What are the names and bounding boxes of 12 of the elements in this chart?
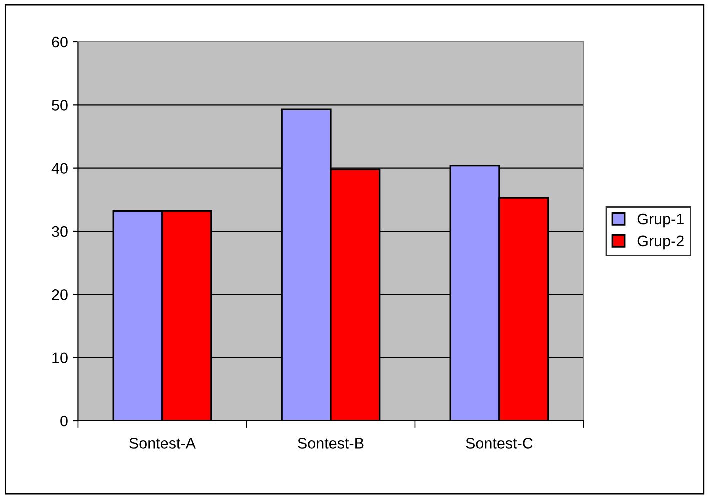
y-tick-label: 50 <box>52 100 68 111</box>
y-tick-label: 0 <box>60 416 68 427</box>
y-tick-label: 60 <box>52 36 68 48</box>
legend-label: Grup-1 <box>638 214 684 228</box>
x-tick-label: Sontest-C <box>466 438 533 449</box>
y-tick-label: 20 <box>52 290 68 300</box>
legend-label: Grup-2 <box>638 236 684 250</box>
x-tick-label: Sontest-B <box>298 438 364 449</box>
x-tick-label: Sontest-A <box>130 438 196 449</box>
y-tick-label: 30 <box>52 226 68 238</box>
y-tick-label: 10 <box>52 352 68 364</box>
y-tick-label: 40 <box>52 163 68 174</box>
